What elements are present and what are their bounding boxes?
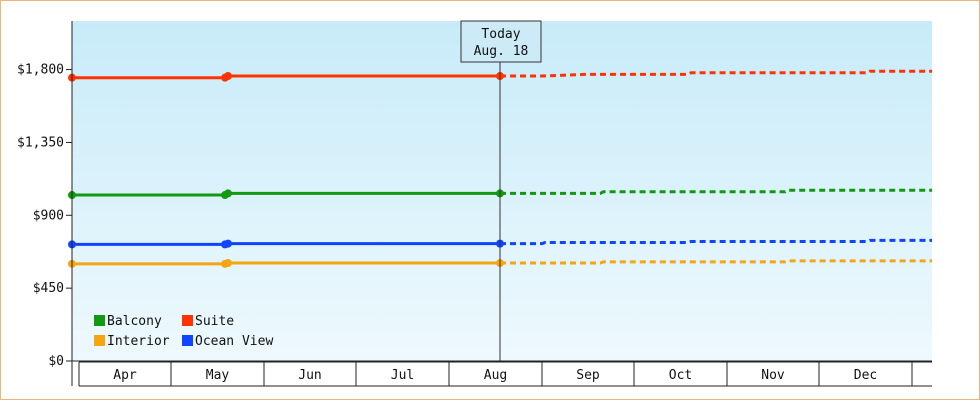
- series-layer: [68, 69, 932, 268]
- month-label: Nov: [761, 368, 785, 383]
- month-label: Dec: [854, 368, 877, 383]
- month-label: Oct: [669, 368, 692, 383]
- legend: Balcony Suite Interior Ocean View: [94, 314, 273, 349]
- today-marker: Today Aug. 18: [460, 20, 542, 361]
- ocean-view-forecast-line: [500, 238, 932, 246]
- y-tick-label: $1,350: [17, 135, 64, 150]
- y-tick-label: $1,800: [17, 63, 64, 78]
- month-label: Apr: [113, 368, 137, 383]
- legend-swatch-balcony: [94, 315, 105, 326]
- today-label: Today: [481, 27, 520, 42]
- interior-forecast-line: [500, 259, 932, 265]
- month-label: Jun: [298, 368, 321, 383]
- y-axis-ticks: $0 $450 $900 $1,350 $1,800: [17, 63, 72, 369]
- suite-forecast-line: [500, 69, 932, 78]
- balcony-series-line: [72, 191, 500, 197]
- legend-label-suite: Suite: [195, 314, 234, 329]
- legend-label-interior: Interior: [107, 334, 170, 349]
- legend-swatch-interior: [94, 335, 105, 346]
- y-tick-label: $900: [33, 208, 64, 223]
- legend-label-balcony: Balcony: [107, 314, 162, 329]
- suite-point: [224, 72, 232, 81]
- interior-point: [224, 259, 232, 268]
- x-axis-months: Apr May Jun Jul Aug Sep Oct Nov Dec: [78, 362, 913, 386]
- legend-label-ocean-view: Ocean View: [195, 334, 273, 349]
- month-label: Sep: [576, 368, 600, 383]
- suite-series-line: [72, 74, 500, 80]
- ocean-view-point: [224, 239, 232, 248]
- axes: [71, 21, 932, 387]
- today-date-label: Aug. 18: [474, 44, 529, 59]
- balcony-point: [224, 189, 232, 198]
- y-tick-label: $450: [33, 281, 64, 296]
- legend-swatch-suite: [182, 315, 193, 326]
- balcony-forecast-line: [500, 188, 932, 195]
- month-label: Jul: [391, 368, 414, 383]
- y-tick-label: $0: [48, 354, 64, 369]
- legend-swatch-ocean-view: [182, 335, 193, 346]
- ocean-view-series-line: [72, 242, 500, 246]
- today-label-box: [460, 20, 542, 63]
- month-label: May: [206, 368, 230, 383]
- month-label: Aug: [484, 368, 507, 383]
- interior-series-line: [72, 261, 500, 266]
